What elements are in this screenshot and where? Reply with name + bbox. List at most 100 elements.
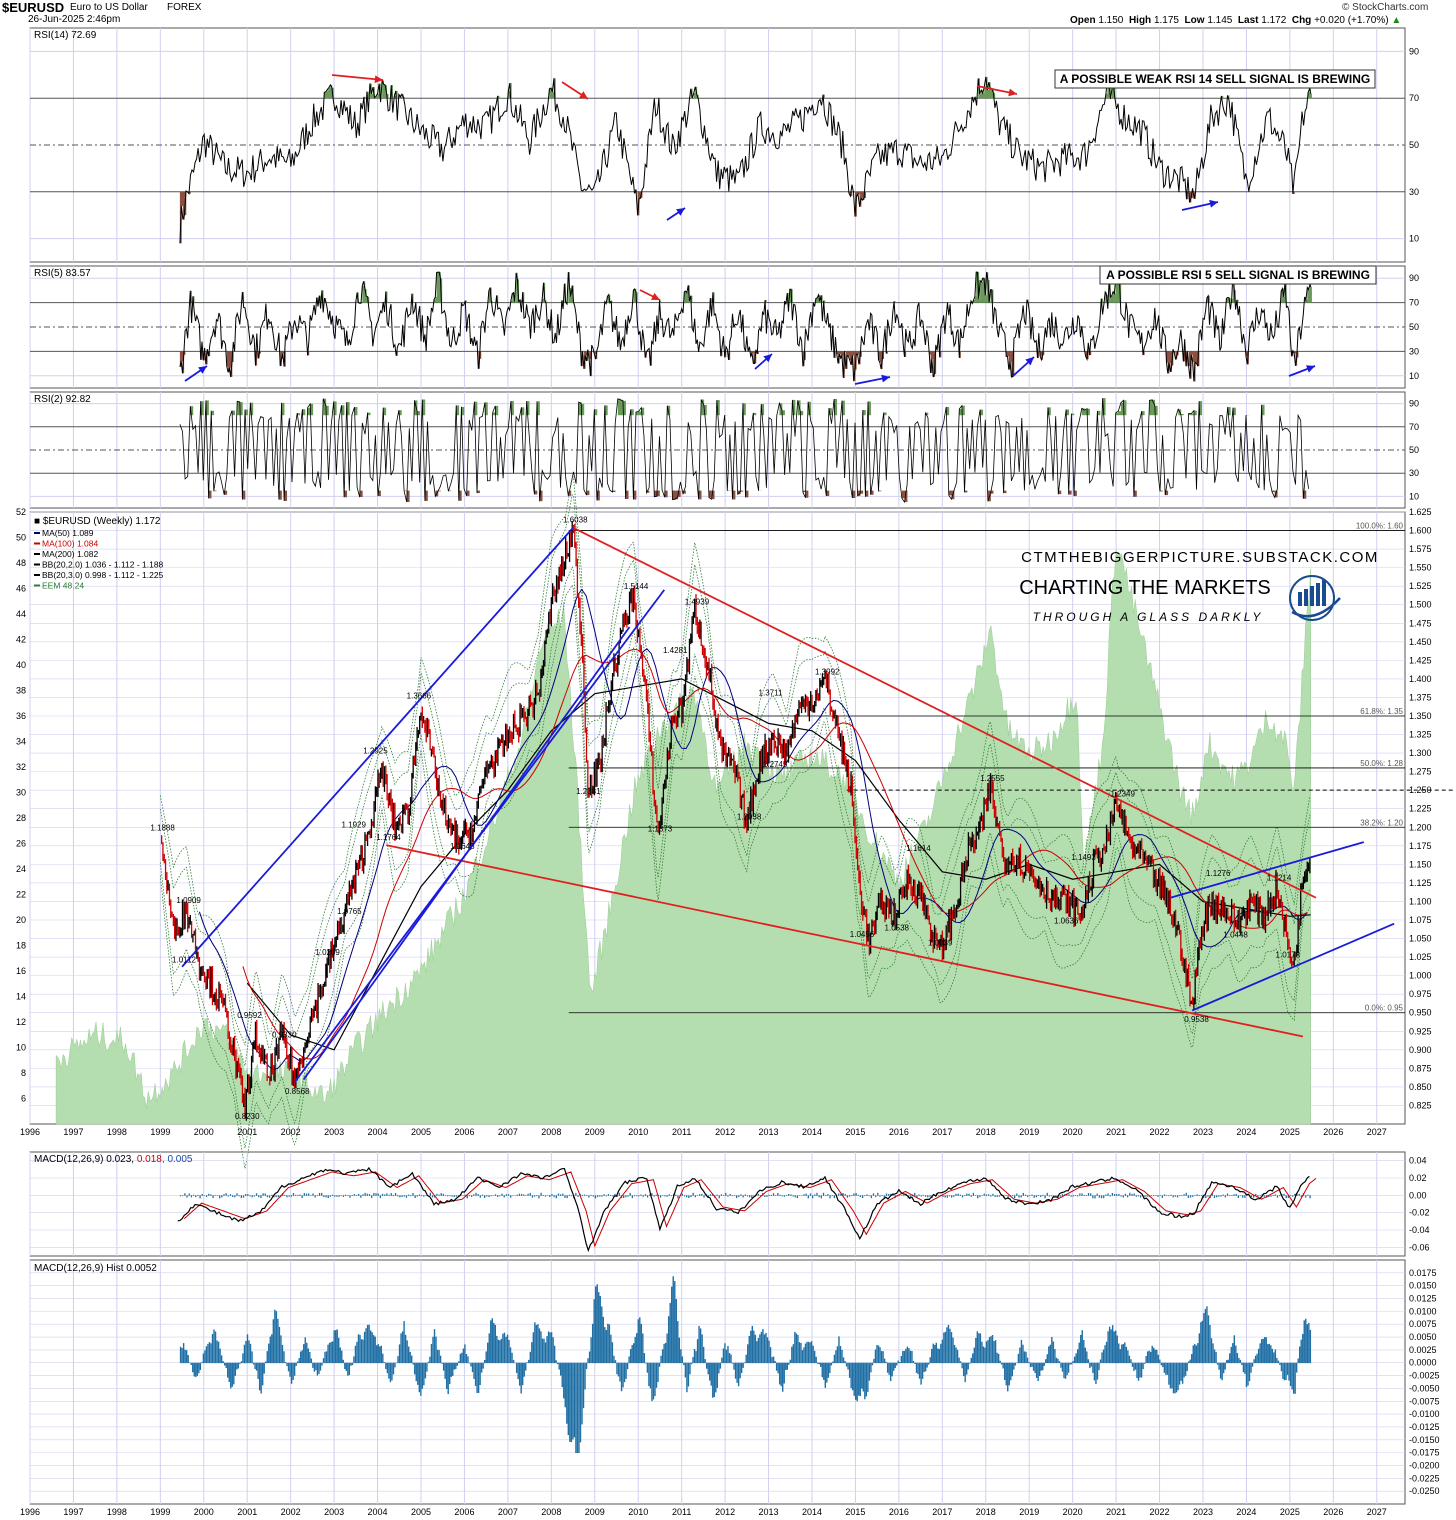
rsi-overbought-fill bbox=[383, 84, 386, 99]
hist-bar bbox=[339, 1347, 341, 1364]
hist-bar bbox=[453, 1362, 455, 1370]
macd-hist-bar bbox=[1207, 1195, 1209, 1197]
hist-bar bbox=[1153, 1347, 1155, 1364]
macd-hist-bar bbox=[616, 1195, 618, 1198]
hist-bar bbox=[525, 1362, 527, 1371]
hist-bar bbox=[502, 1333, 504, 1364]
hist-bar bbox=[494, 1324, 497, 1364]
price-tick-label: 1.225 bbox=[1409, 804, 1432, 814]
rsi-oversold-fill bbox=[857, 351, 860, 355]
hist-bar bbox=[760, 1331, 763, 1364]
hist-bar bbox=[1014, 1362, 1017, 1366]
macd-hist-bar bbox=[809, 1193, 812, 1196]
macd-hist-bar bbox=[286, 1195, 288, 1198]
rsi-oversold-fill bbox=[307, 351, 310, 356]
macd-hist-bar bbox=[344, 1194, 347, 1196]
rsi-line bbox=[179, 76, 1312, 244]
macd-hist-bar bbox=[838, 1193, 840, 1196]
rsi-oversold-fill bbox=[633, 490, 637, 500]
red-arrow-head bbox=[1008, 88, 1017, 97]
macd-hist-bar bbox=[262, 1193, 264, 1196]
hist-bar bbox=[1000, 1362, 1003, 1365]
hist-bar bbox=[1286, 1362, 1289, 1375]
hist-bar bbox=[359, 1334, 361, 1364]
year-label: 2017 bbox=[932, 1127, 952, 1137]
hist-bar bbox=[572, 1362, 574, 1440]
hist-bar bbox=[718, 1362, 720, 1374]
hist-bar bbox=[785, 1362, 787, 1371]
rsi-oversold-fill bbox=[1003, 490, 1007, 494]
hist-bar bbox=[686, 1362, 688, 1393]
hist-bar bbox=[585, 1362, 588, 1369]
hist-bar bbox=[1213, 1349, 1216, 1364]
rsi-oversold-fill bbox=[862, 191, 865, 201]
hist-bar bbox=[528, 1359, 530, 1364]
hist-bar bbox=[1078, 1342, 1080, 1364]
hist-tick-label: -0.0250 bbox=[1409, 1486, 1440, 1496]
macd-hist-bar bbox=[775, 1194, 777, 1196]
hist-bar bbox=[272, 1319, 275, 1364]
hist-bar bbox=[529, 1351, 532, 1364]
rsi-oversold-fill bbox=[1174, 351, 1176, 353]
hist-bar bbox=[1264, 1337, 1266, 1364]
hist-bar bbox=[882, 1351, 884, 1364]
hist-bar bbox=[1137, 1362, 1140, 1381]
hist-bar bbox=[1098, 1362, 1100, 1371]
macd-hist-bar bbox=[1076, 1195, 1079, 1197]
rsi-overbought-fill bbox=[1307, 287, 1309, 303]
macd-hist-bar bbox=[505, 1194, 508, 1196]
hist-bar bbox=[699, 1328, 702, 1364]
hist-bar bbox=[841, 1349, 843, 1364]
hist-bar bbox=[759, 1334, 761, 1364]
hist-bar bbox=[596, 1284, 598, 1364]
hist-bar bbox=[1002, 1362, 1004, 1369]
hist-bar bbox=[534, 1322, 536, 1364]
rsi-oversold-fill bbox=[1085, 351, 1088, 357]
macd-hist-bar bbox=[192, 1194, 195, 1196]
hist-bar bbox=[880, 1351, 883, 1364]
rsi-overbought-fill bbox=[1308, 92, 1310, 99]
hist-bar bbox=[1273, 1352, 1275, 1364]
macd-hist-bar bbox=[483, 1195, 486, 1198]
hist-bar bbox=[357, 1334, 360, 1364]
macd-hist-bar bbox=[1120, 1195, 1122, 1197]
price-tick-label: 1.325 bbox=[1409, 730, 1432, 740]
hist-bar bbox=[824, 1362, 826, 1388]
hist-bar bbox=[1230, 1346, 1232, 1364]
hist-bar bbox=[429, 1356, 431, 1364]
macd-hist-bar bbox=[583, 1194, 586, 1196]
hist-bar bbox=[1013, 1362, 1015, 1370]
hist-bar bbox=[467, 1356, 469, 1364]
macd-hist-bar bbox=[518, 1193, 521, 1196]
price-label: 1.0112 bbox=[172, 955, 196, 964]
hist-bar bbox=[561, 1362, 563, 1388]
hist-bar bbox=[411, 1355, 413, 1364]
hist-bar bbox=[862, 1362, 865, 1392]
macd-hist-bar bbox=[640, 1194, 642, 1196]
rsi-overbought-fill bbox=[982, 278, 985, 303]
rsi-oversold-fill bbox=[1159, 490, 1163, 492]
macd-hist-bar bbox=[203, 1195, 206, 1196]
macd-hist-bar bbox=[264, 1193, 266, 1196]
hist-bar bbox=[949, 1328, 951, 1364]
rsi-overbought-fill bbox=[623, 400, 626, 416]
rsi-line bbox=[179, 271, 1312, 382]
year-label: 1997 bbox=[63, 1127, 83, 1137]
hist-bar bbox=[648, 1362, 650, 1387]
macd-hist-bar bbox=[360, 1195, 362, 1198]
rsi-overbought-fill bbox=[509, 83, 512, 99]
rsi-oversold-fill bbox=[1294, 351, 1296, 354]
year-label: 2002 bbox=[281, 1507, 301, 1517]
macd-hist-bar bbox=[990, 1195, 992, 1197]
macd-hist-bar bbox=[1224, 1195, 1227, 1198]
rsi-overbought-fill bbox=[363, 96, 366, 99]
rsi-oversold-fill bbox=[539, 490, 543, 502]
hist-bar bbox=[795, 1333, 798, 1364]
fib-label: 38.2%: 1.20 bbox=[1360, 818, 1403, 827]
macd-tick-label: -0.02 bbox=[1409, 1208, 1430, 1218]
hist-bar bbox=[927, 1362, 930, 1365]
hist-tick-label: 0.0000 bbox=[1409, 1358, 1437, 1368]
rsi-overbought-fill bbox=[324, 92, 327, 99]
rsi-overbought-fill bbox=[200, 401, 204, 416]
macd-hist-bar bbox=[1305, 1195, 1307, 1198]
